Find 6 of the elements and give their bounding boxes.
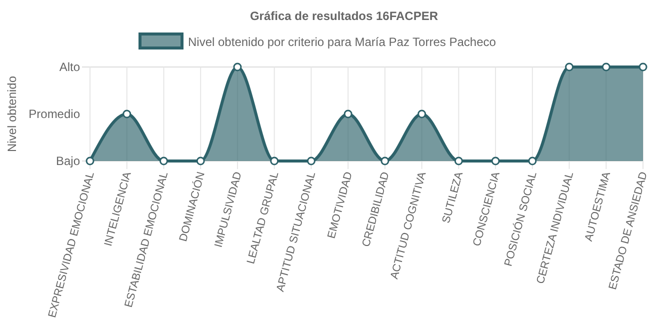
legend-label: Nivel obtenido por criterio para María Paz Torres Pacheco bbox=[188, 35, 496, 49]
y-axis-title: Nivel obtenido bbox=[5, 76, 19, 152]
text: Bajo bbox=[56, 154, 80, 168]
chart-title: Gráfica de resultados 16FACPER bbox=[250, 9, 438, 23]
text: Promedio bbox=[28, 107, 80, 122]
text: Alto bbox=[59, 60, 80, 74]
